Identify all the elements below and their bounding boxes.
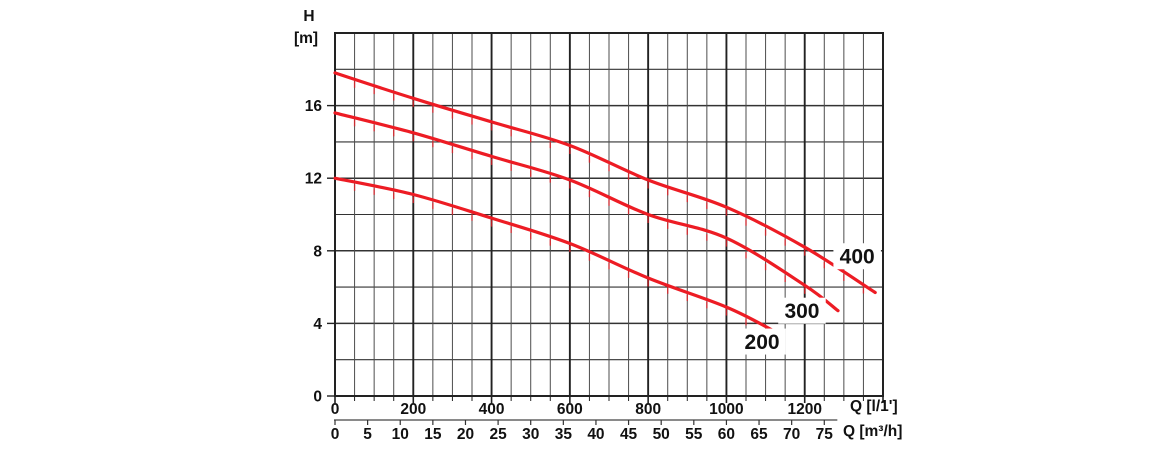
x-tick-label: 200 [400, 401, 426, 418]
y-tick-label: 12 [305, 171, 322, 188]
x2-tick-label: 55 [685, 426, 703, 443]
curve-label-400: 400 [840, 246, 875, 269]
x2-tick-label: 35 [555, 426, 573, 443]
curve-400 [333, 71, 877, 295]
x2-tick-label: 15 [424, 426, 442, 443]
x-tick-label: 1000 [709, 401, 743, 418]
x-tick-label: 0 [331, 401, 340, 418]
curve-label-box-400 [833, 243, 881, 270]
x2-tick-label: 20 [457, 426, 474, 443]
x-tick-label: 1200 [787, 401, 821, 418]
x2-tick-label: 5 [363, 426, 372, 443]
curve-300 [333, 111, 840, 313]
curve-label-box-300 [778, 297, 826, 324]
x-axis-title-liters-per-minute: Q [l/1'] [850, 398, 898, 415]
x2-tick-label: 40 [587, 426, 604, 443]
y-tick-label: 8 [313, 243, 322, 260]
x2-tick-label: 65 [750, 426, 768, 443]
x-tick-label: 600 [557, 401, 583, 418]
x-tick-label: 400 [479, 401, 505, 418]
curve-label-300: 300 [784, 300, 819, 323]
curve-200 [333, 176, 775, 333]
curve-label-200: 200 [745, 331, 780, 354]
x-tick-label: 800 [635, 401, 661, 418]
x2-tick-label: 75 [816, 426, 834, 443]
curve-label-box-200 [738, 328, 786, 355]
y-axis-title-unit: [m] [293, 30, 319, 47]
x-axis-title-cubic-meters-per-hour: Q [m³/h] [843, 423, 903, 440]
x2-tick-label: 25 [489, 426, 507, 443]
y-axis-title-h: H [303, 8, 315, 25]
x2-tick-label: 60 [718, 426, 735, 443]
x2-tick-label: 50 [653, 426, 670, 443]
x2-tick-label: 10 [392, 426, 409, 443]
x2-tick-label: 70 [783, 426, 800, 443]
y-tick-label: 16 [305, 98, 323, 115]
x2-tick-label: 45 [620, 426, 638, 443]
y-tick-label: 0 [313, 389, 322, 406]
x2-tick-label: 0 [331, 426, 340, 443]
x2-tick-label: 30 [522, 426, 539, 443]
y-tick-label: 4 [313, 316, 322, 333]
